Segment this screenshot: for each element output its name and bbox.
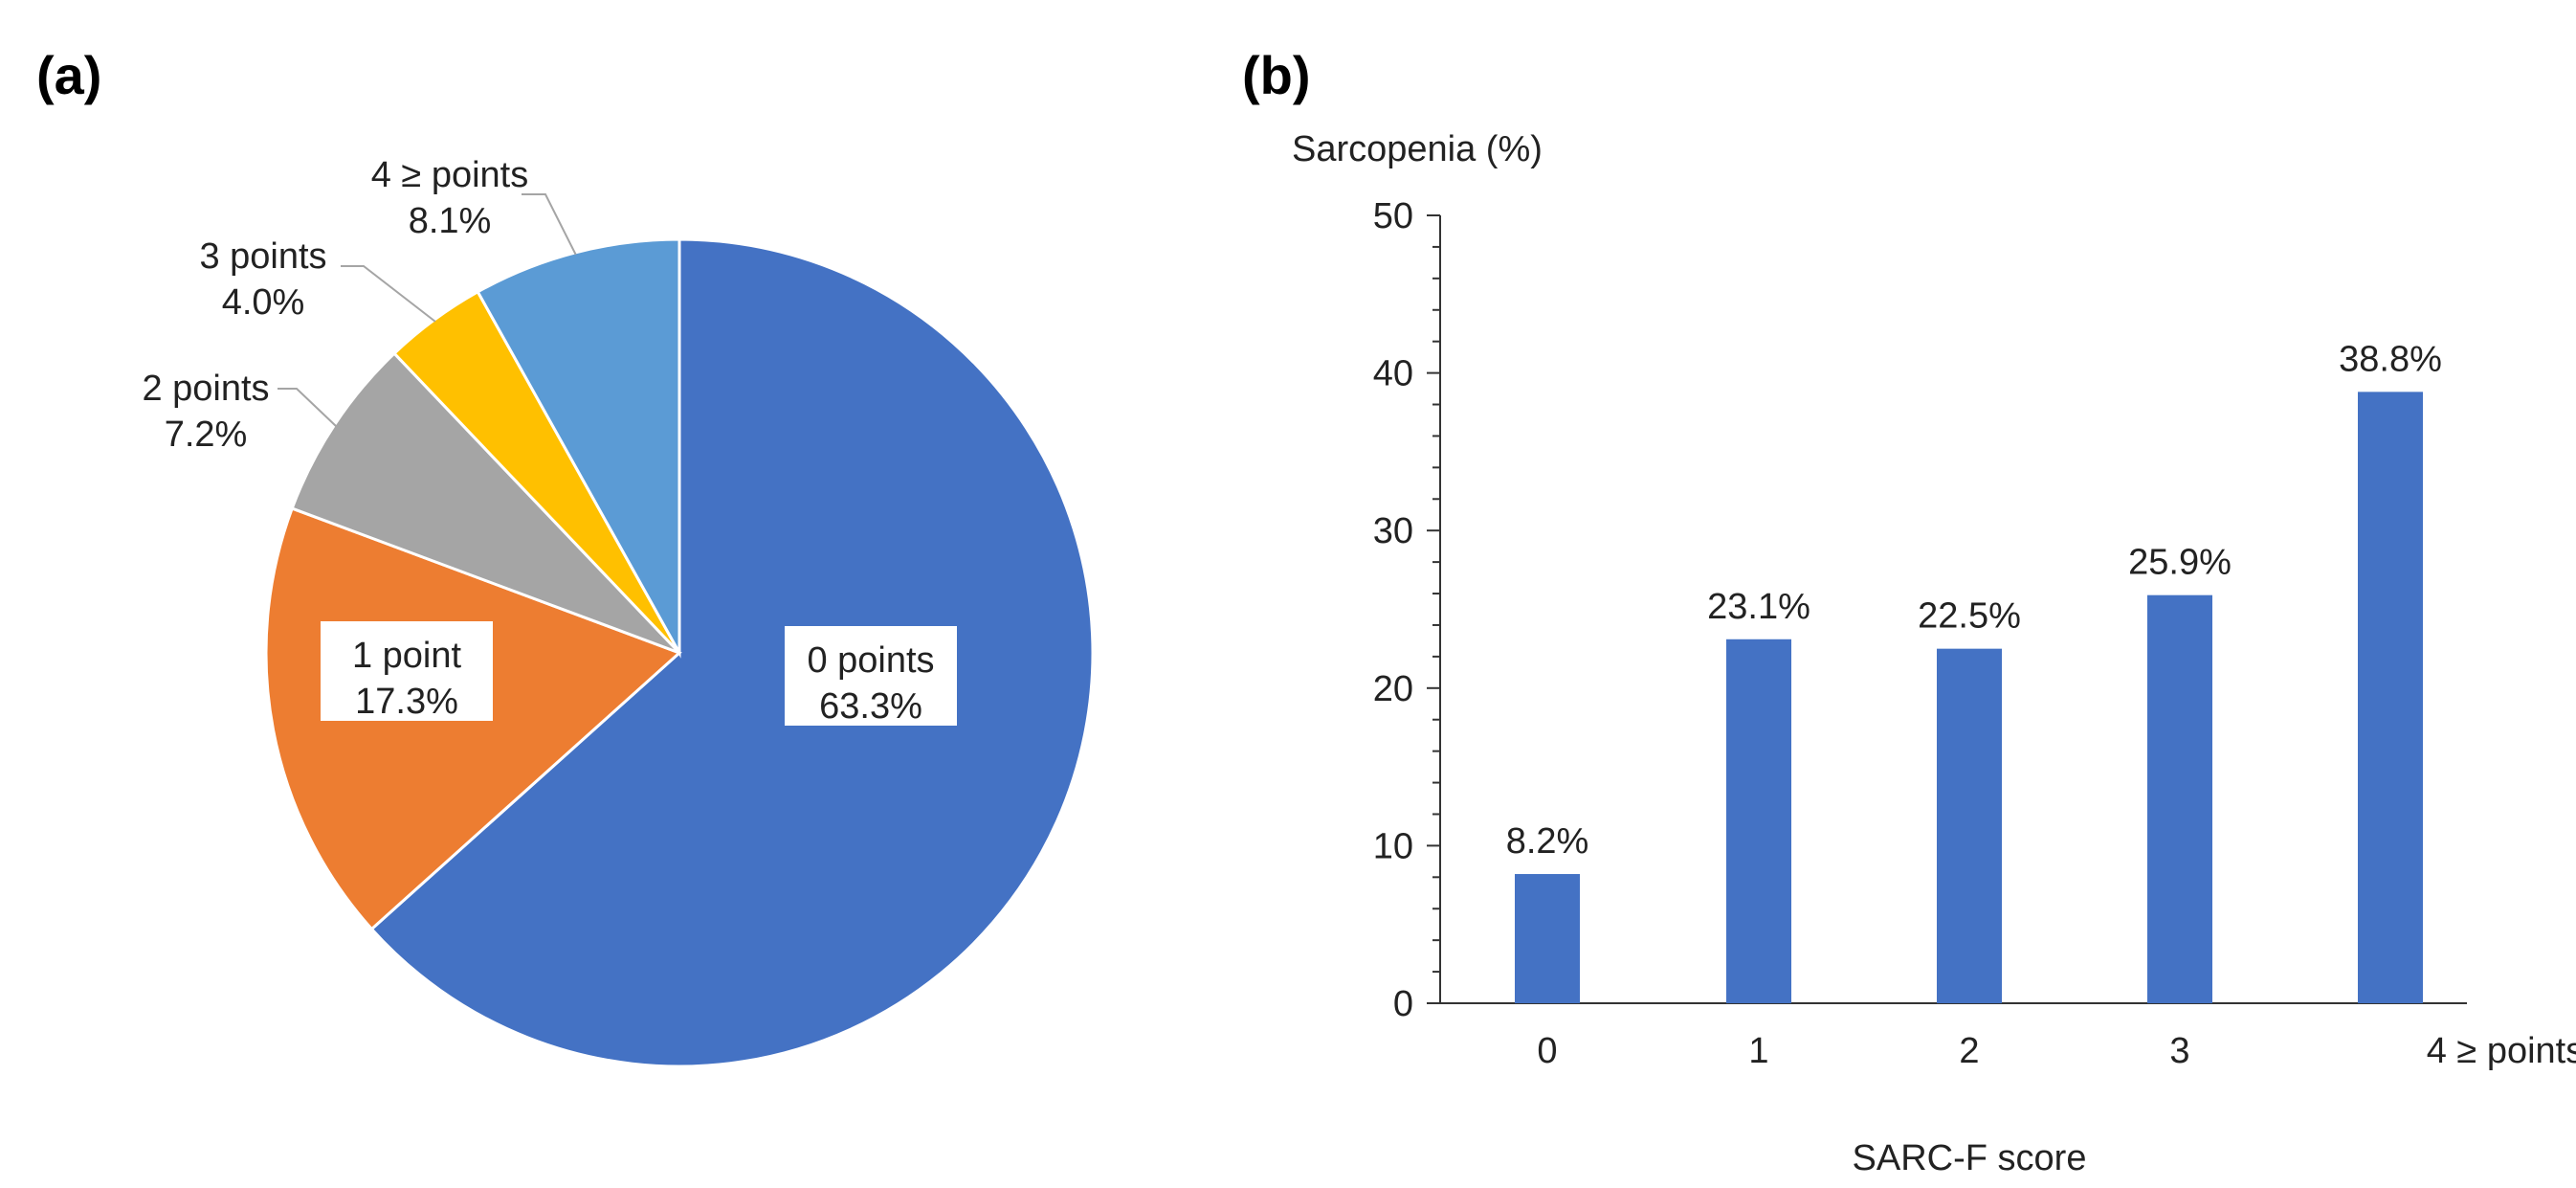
panel-b-label: (b) [1242, 45, 1311, 105]
pie-slice-0 [369, 237, 1095, 1068]
y-tick-label: 20 [1373, 669, 1413, 709]
x-axis-title: SARC-F score [1853, 1138, 2087, 1178]
bar-data-label-1: 23.1% [1707, 587, 1810, 627]
y-tick-label: 50 [1373, 196, 1413, 236]
y-tick-label: 10 [1373, 826, 1413, 866]
bar-3 [2147, 594, 2212, 1003]
pie-leader-line-3 [341, 265, 436, 323]
y-tick-label: 30 [1373, 511, 1413, 551]
pie-label-2-value: 7.2% [165, 415, 248, 455]
x-tick-label-2: 2 [1959, 1031, 1979, 1071]
bar-data-label-3: 25.9% [2128, 543, 2232, 583]
pie-label-1-value: 17.3% [355, 682, 458, 722]
bar-chart: 0 10 20 30 40 50 Sarcopenia (%) 8.2% 0 23.1% 1 22.5… [1292, 129, 2576, 1178]
x-tick-label-4: 4 ≥ points [2427, 1031, 2576, 1071]
pie-label-4-value: 8.1% [409, 201, 492, 241]
bar-data-label-4: 38.8% [2339, 339, 2442, 379]
pie-label-3-value: 4.0% [222, 282, 305, 323]
y-axis-title: Sarcopenia (%) [1292, 129, 1543, 169]
y-tick-label: 0 [1393, 984, 1413, 1024]
pie-label-box-1 [321, 621, 493, 721]
bar-0 [1515, 874, 1580, 1003]
pie-leader-line-2 [278, 388, 337, 427]
pie-label-0-value: 63.3% [819, 686, 922, 727]
x-tick-label-1: 1 [1748, 1031, 1768, 1071]
bar-2 [1937, 648, 2002, 1003]
pie-chart: 0 points 63.3% 1 point 17.3% 2 points 7.2% 3 p… [142, 155, 1095, 1068]
bar-4 [2358, 392, 2423, 1003]
pie-label-4-name: 4 ≥ points [371, 155, 529, 195]
bar-data-label-0: 8.2% [1506, 821, 1589, 862]
pie-label-3-name: 3 points [199, 236, 326, 277]
pie-label-box-0 [785, 626, 957, 726]
y-tick-label: 40 [1373, 354, 1413, 394]
bar-1 [1726, 639, 1791, 1003]
pie-leader-line-4 [522, 193, 577, 256]
bar-data-label-2: 22.5% [1918, 596, 2021, 637]
panel-a-label: (a) [36, 45, 101, 105]
pie-label-2-name: 2 points [142, 369, 269, 409]
x-tick-label-0: 0 [1537, 1031, 1557, 1071]
pie-label-1-name: 1 point [352, 636, 462, 676]
pie-label-0-name: 0 points [807, 640, 934, 681]
x-tick-label-3: 3 [2169, 1031, 2189, 1071]
